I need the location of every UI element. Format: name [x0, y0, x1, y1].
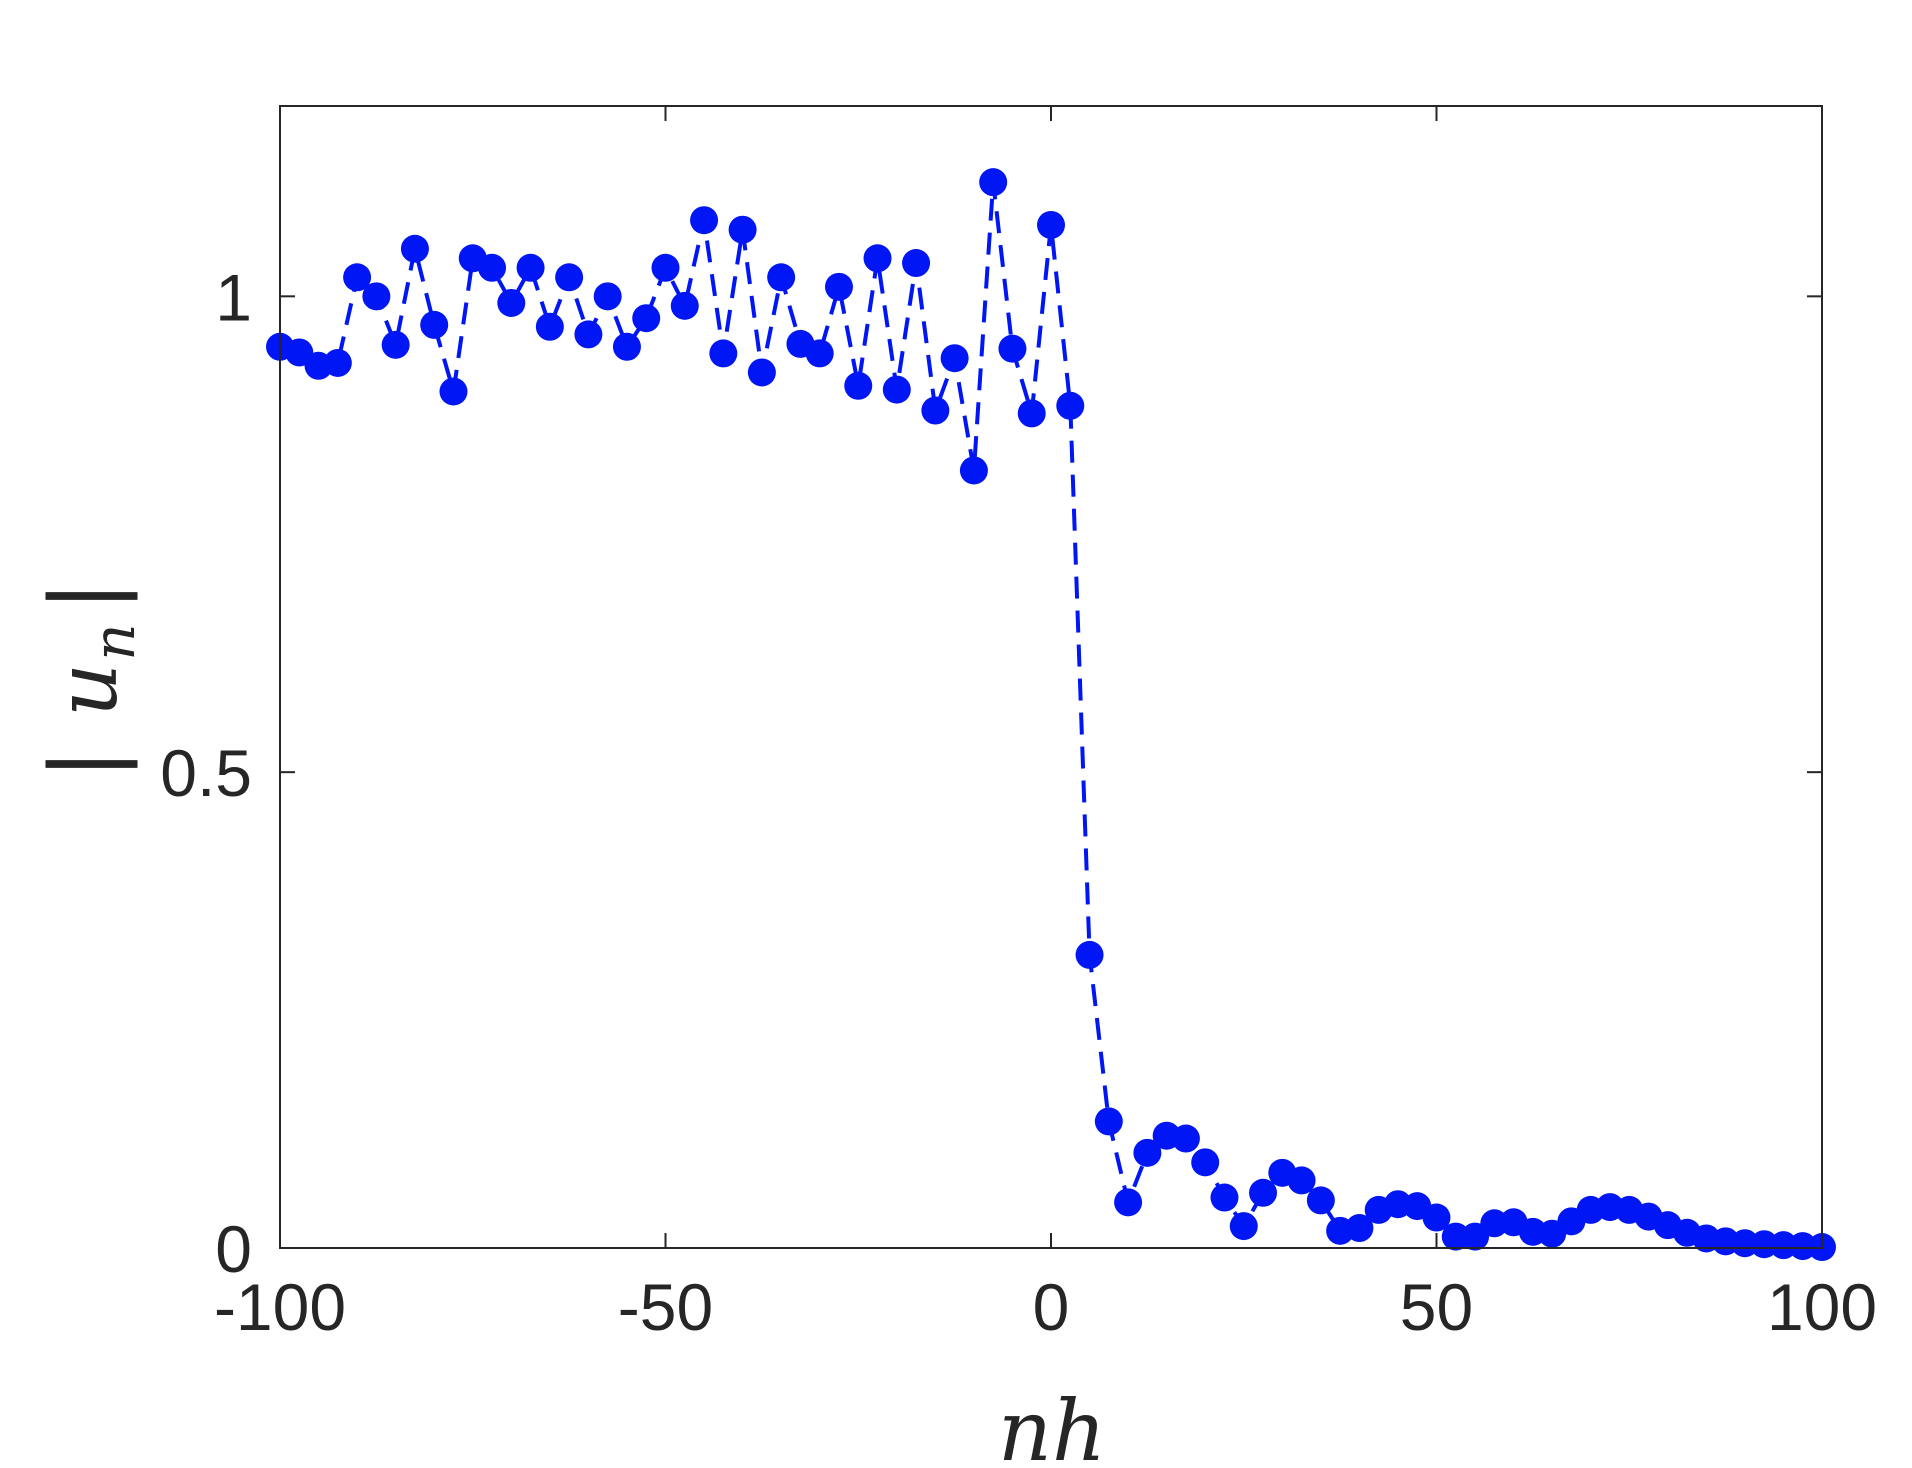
y-axis-label-sub: n [80, 623, 148, 660]
data-point [690, 206, 719, 235]
data-point [979, 168, 1008, 197]
data-point [362, 282, 391, 311]
plot-area [266, 168, 1836, 1262]
data-point [1422, 1203, 1451, 1232]
data-point [921, 396, 950, 425]
data-point [1210, 1183, 1239, 1212]
y-axis-label-bar-left: | [31, 749, 138, 780]
data-point [1133, 1138, 1162, 1167]
data-point [343, 263, 372, 292]
y-tick-label: 0.5 [160, 736, 252, 810]
x-tick-label: -100 [214, 1270, 346, 1344]
data-point [767, 263, 796, 292]
y-axis-label: | u n | [31, 581, 148, 780]
data-point [747, 358, 776, 387]
data-point [959, 456, 988, 485]
x-tick-label: 50 [1400, 1270, 1473, 1344]
data-point [1075, 940, 1104, 969]
data-point [844, 371, 873, 400]
data-point [516, 253, 545, 282]
x-tick-label: -50 [618, 1270, 713, 1344]
data-point [612, 332, 641, 361]
x-tick-label: 100 [1767, 1270, 1877, 1344]
axis-labels: nh | u n | [31, 581, 1106, 1468]
data-point [555, 263, 584, 292]
x-axis-label: nh [998, 1382, 1106, 1468]
data-point [1114, 1188, 1143, 1217]
y-axis-label-bar-right: | [31, 581, 138, 612]
data-point [1191, 1148, 1220, 1177]
data-point [439, 377, 468, 406]
data-point [940, 344, 969, 373]
data-point [651, 253, 680, 282]
data-point [381, 330, 410, 359]
data-point [593, 282, 622, 311]
data-point [1249, 1178, 1278, 1207]
data-point [323, 348, 352, 377]
y-axis-label-var: u [38, 663, 136, 717]
data-point [1017, 399, 1046, 428]
data-point [863, 244, 892, 273]
data-point [709, 339, 738, 368]
y-tick-label: 0 [215, 1212, 252, 1286]
data-point [1171, 1124, 1200, 1153]
series-line [279, 180, 1823, 1249]
data-point [882, 375, 911, 404]
data-point [805, 339, 834, 368]
plot-frame [279, 105, 1823, 1249]
data-point [420, 310, 449, 339]
data-point [1345, 1214, 1374, 1243]
data-point [1037, 210, 1065, 239]
axes: -100 -50 0 50 100 0 0.5 1 [160, 105, 1877, 1344]
data-point [728, 215, 757, 244]
data-point [902, 249, 931, 278]
data-point [497, 288, 526, 317]
data-point [535, 312, 564, 341]
data-point [478, 253, 507, 282]
data-point [1287, 1166, 1316, 1195]
data-point [632, 304, 661, 333]
x-tick-label: 0 [1033, 1270, 1070, 1344]
y-tick-label: 1 [215, 260, 252, 334]
data-point [1441, 1222, 1470, 1251]
data-point [1056, 391, 1085, 420]
data-point [1094, 1107, 1123, 1136]
data-point [1306, 1186, 1335, 1215]
data-point [824, 272, 853, 301]
data-point [574, 320, 603, 349]
data-point [1229, 1212, 1258, 1241]
data-point [400, 234, 429, 263]
data-point [670, 291, 699, 320]
data-point [998, 334, 1027, 363]
